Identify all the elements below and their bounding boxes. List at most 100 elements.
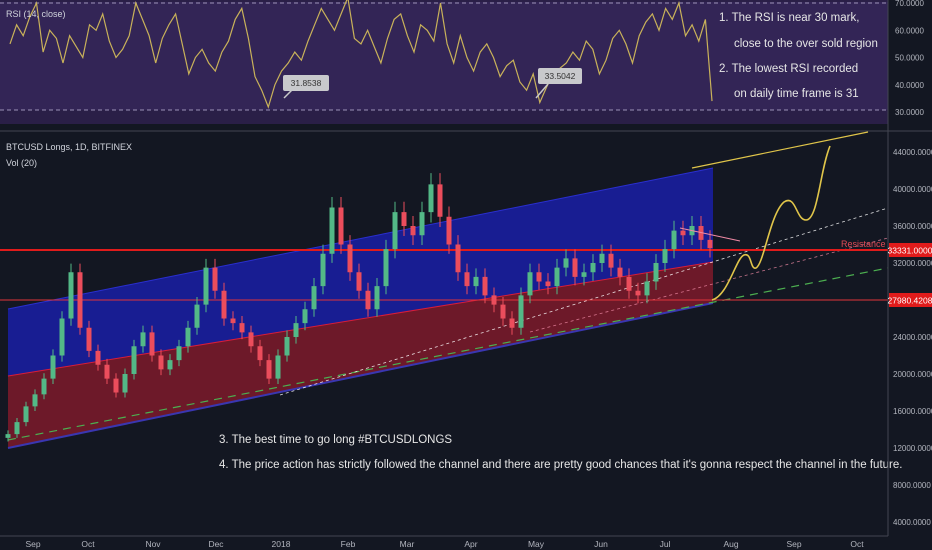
projection-top-line <box>691 131 869 169</box>
recent-downtrend-line <box>679 227 741 242</box>
resistance-price-tag: 33331.0000 <box>888 246 932 256</box>
rsi-panel[interactable]: 70.0000 60.0000 50.0000 40.0000 30.0000 RSI … <box>0 0 924 124</box>
candle-body <box>419 212 425 236</box>
candle-body <box>635 290 641 296</box>
candle-body <box>131 346 137 374</box>
green-dashed-guide <box>7 267 889 441</box>
time-tick-label: Jun <box>594 539 608 549</box>
candle-body <box>446 216 452 245</box>
candle-body <box>383 249 389 287</box>
price-y-tick-label: 32000.0000 <box>893 259 932 268</box>
candle-body <box>644 281 650 296</box>
candle-body <box>680 230 686 236</box>
channel-lower-line <box>7 302 714 449</box>
candle-body <box>482 276 488 296</box>
candle-body <box>572 258 578 277</box>
price-panel[interactable]: BTCUSD Longs, 1D, BITFINEX Vol (20) Resi… <box>0 131 902 471</box>
candle-body <box>32 394 38 407</box>
time-tick-label: Oct <box>81 539 95 549</box>
candle-body <box>347 244 353 273</box>
time-tick-label: Sep <box>25 539 40 549</box>
rsi-note-line-1: 1. The RSI is near 30 mark, <box>719 12 859 24</box>
candle-body <box>185 327 191 347</box>
candle-body <box>464 272 470 287</box>
pink-dashed-guide <box>529 237 889 333</box>
candle-body <box>509 318 515 328</box>
time-axis-ticks: Sep Oct Nov Dec 2018 Feb Mar Apr May Jun Jul Aug Sep… <box>25 539 864 549</box>
candle-body <box>203 267 209 305</box>
price-axis[interactable]: 44000.0000 40000.0000 36000.0000 32000.0000… <box>887 0 932 536</box>
candle-body <box>158 355 164 370</box>
candle-body <box>95 350 101 365</box>
time-tick-label: Apr <box>464 539 477 549</box>
price-projection-path <box>711 145 831 301</box>
candle-body <box>302 309 308 324</box>
support-price-tag-bg <box>889 293 932 307</box>
chart-note-3: 3. The best time to go long #BTCUSDLONGS <box>219 434 452 446</box>
candle-body <box>320 253 326 287</box>
candle-body <box>662 249 668 263</box>
resistance-price-tag-bg <box>889 243 932 257</box>
candle-body <box>77 272 83 328</box>
candle-body <box>428 184 434 213</box>
candle-body <box>212 267 218 291</box>
rsi-note-line-3: 2. The lowest RSI recorded <box>719 63 858 75</box>
candle-body <box>500 304 506 319</box>
candle-body <box>167 360 173 370</box>
price-y-tick-label: 20000.0000 <box>893 370 932 379</box>
price-y-tick-label: 4000.0000 <box>893 518 931 527</box>
time-tick-label: Nov <box>145 539 161 549</box>
rsi-y-tick-label: 30.0000 <box>895 108 924 117</box>
channel-mid-line <box>7 261 714 377</box>
candle-body <box>248 332 254 347</box>
candle-body <box>554 267 560 287</box>
candle-body <box>293 323 299 337</box>
candle-body <box>275 355 281 379</box>
rsi-callout-low-1: 31.8538 <box>283 75 329 99</box>
candlestick-series <box>5 173 713 442</box>
candle-body <box>329 207 335 254</box>
price-panel-title: BTCUSD Longs, 1D, BITFINEX <box>6 142 132 152</box>
time-tick-label: Aug <box>723 539 738 549</box>
rsi-line <box>9 0 713 109</box>
time-tick-label: Jul <box>660 539 671 549</box>
candle-body <box>401 212 407 226</box>
time-tick-label: Dec <box>208 539 224 549</box>
time-tick-label: Mar <box>400 539 415 549</box>
candle-body <box>14 422 20 435</box>
price-y-tick-label: 16000.0000 <box>893 407 932 416</box>
candle-body <box>545 281 551 287</box>
resistance-label: Resistance <box>841 239 886 249</box>
time-tick-label: Sep <box>786 539 801 549</box>
candle-body <box>86 327 92 351</box>
candle-body <box>392 212 398 250</box>
rsi-callout-value-2: 33.5042 <box>545 71 576 81</box>
candle-body <box>671 230 677 250</box>
price-y-tick-label: 24000.0000 <box>893 333 932 342</box>
chart-note-4: 4. The price action has strictly followe… <box>219 459 902 471</box>
candle-body <box>266 360 272 379</box>
candle-body <box>23 406 29 423</box>
candle-body <box>653 263 659 282</box>
time-tick-label: May <box>528 539 545 549</box>
lower-channel-zone <box>8 262 713 448</box>
candle-body <box>122 374 128 393</box>
candle-body <box>140 332 146 347</box>
rsi-y-tick-label: 50.0000 <box>895 54 924 63</box>
candle-body <box>356 272 362 291</box>
candle-body <box>221 290 227 319</box>
candle-body <box>257 346 263 361</box>
time-axis[interactable]: Sep Oct Nov Dec 2018 Feb Mar Apr May Jun Jul Aug Sep… <box>0 535 888 549</box>
rsi-title: RSI (14, close) <box>6 9 66 19</box>
rsi-y-tick-label: 70.0000 <box>895 0 924 8</box>
price-y-tick-label: 36000.0000 <box>893 222 932 231</box>
rsi-y-tick-label: 60.0000 <box>895 26 924 35</box>
candle-body <box>5 434 11 438</box>
rsi-note-line-2: close to the over sold region <box>734 38 878 50</box>
candle-body <box>617 267 623 277</box>
candle-body <box>50 355 56 379</box>
channel-upper-line <box>7 167 714 310</box>
candle-body <box>410 226 416 236</box>
rsi-y-tick-label: 40.0000 <box>895 81 924 90</box>
